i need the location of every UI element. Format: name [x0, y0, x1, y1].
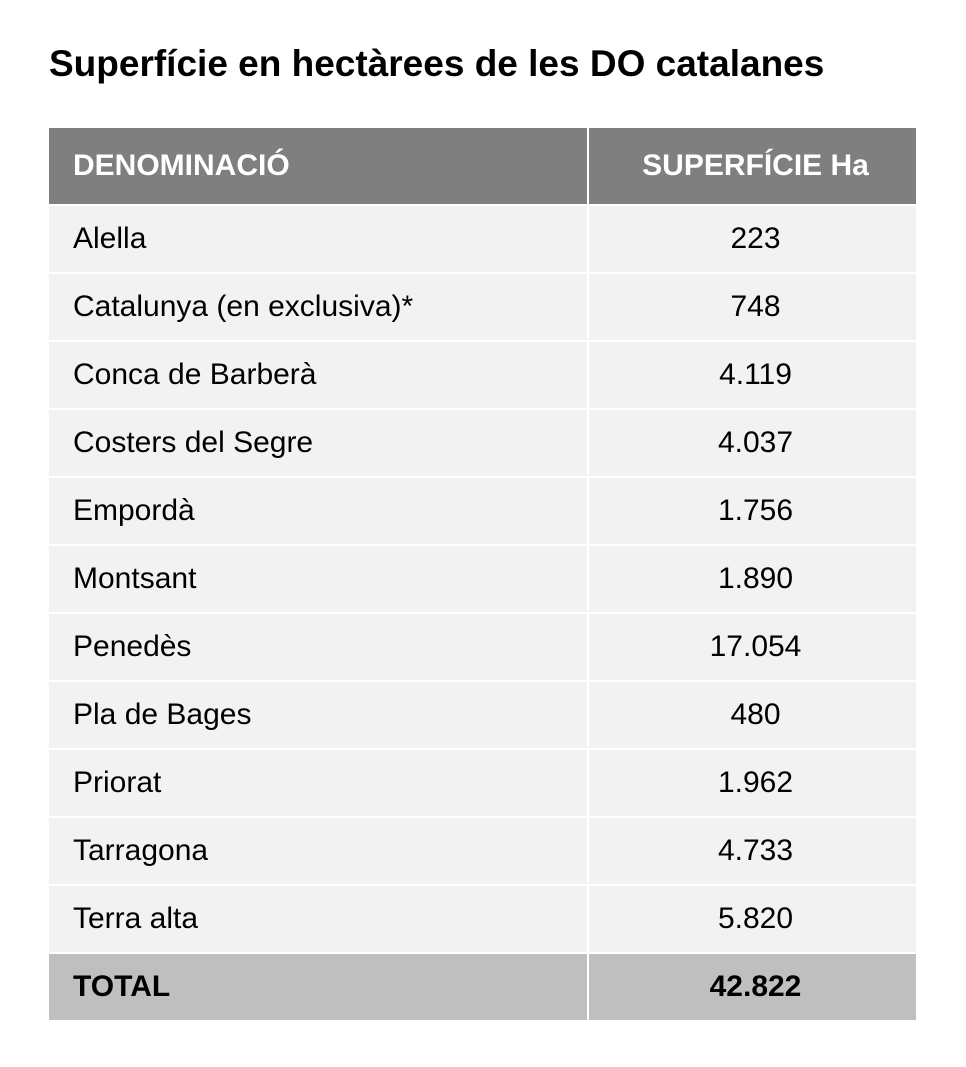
row-denominacio: Priorat — [49, 749, 589, 818]
row-superficie: 17.054 — [588, 613, 916, 682]
total-label: TOTAL — [49, 953, 589, 1020]
row-superficie: 5.820 — [588, 885, 916, 954]
row-superficie: 1.890 — [588, 545, 916, 614]
row-denominacio: Empordà — [49, 477, 589, 546]
page-title: Superfície en hectàrees de les DO catala… — [49, 43, 825, 84]
table-row: Terra alta 5.820 — [49, 885, 916, 954]
row-superficie: 223 — [588, 205, 916, 274]
row-denominacio: Costers del Segre — [49, 409, 589, 478]
total-value: 42.822 — [588, 953, 916, 1020]
row-superficie: 4.733 — [588, 817, 916, 886]
row-denominacio: Penedès — [49, 613, 589, 682]
table-row: Conca de Barberà 4.119 — [49, 341, 916, 410]
do-surface-table: DENOMINACIÓ SUPERFÍCIE Ha Alella 223 Cat… — [49, 128, 916, 1020]
table-row: Catalunya (en exclusiva)* 748 — [49, 273, 916, 342]
row-denominacio: Montsant — [49, 545, 589, 614]
row-denominacio: Catalunya (en exclusiva)* — [49, 273, 589, 342]
table-row: Priorat 1.962 — [49, 749, 916, 818]
table-row: Alella 223 — [49, 205, 916, 274]
row-denominacio: Alella — [49, 205, 589, 274]
row-superficie: 4.119 — [588, 341, 916, 410]
table-row: Montsant 1.890 — [49, 545, 916, 614]
row-superficie: 480 — [588, 681, 916, 750]
row-superficie: 1.962 — [588, 749, 916, 818]
table-header-row: DENOMINACIÓ SUPERFÍCIE Ha — [49, 128, 916, 206]
table-row: Pla de Bages 480 — [49, 681, 916, 750]
total-row: TOTAL 42.822 — [49, 953, 916, 1020]
row-denominacio: Tarragona — [49, 817, 589, 886]
header-denominacio: DENOMINACIÓ — [49, 128, 589, 206]
table-row: Empordà 1.756 — [49, 477, 916, 546]
row-superficie: 4.037 — [588, 409, 916, 478]
table-row: Penedès 17.054 — [49, 613, 916, 682]
row-superficie: 748 — [588, 273, 916, 342]
row-superficie: 1.756 — [588, 477, 916, 546]
row-denominacio: Pla de Bages — [49, 681, 589, 750]
table-row: Tarragona 4.733 — [49, 817, 916, 886]
header-superficie: SUPERFÍCIE Ha — [588, 128, 916, 206]
row-denominacio: Terra alta — [49, 885, 589, 954]
table-row: Costers del Segre 4.037 — [49, 409, 916, 478]
row-denominacio: Conca de Barberà — [49, 341, 589, 410]
